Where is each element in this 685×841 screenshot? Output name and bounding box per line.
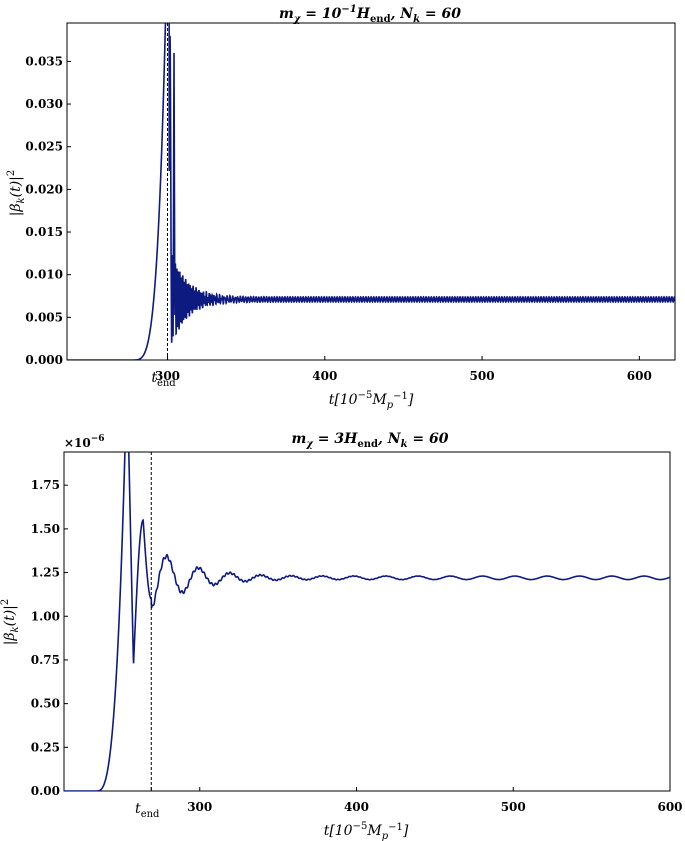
chart-bottom-y-tick-label: 0.75: [31, 653, 60, 667]
chart-top-y-tick-label: 0.035: [25, 54, 63, 68]
chart-bottom-y-axis-label: |βk(t)|2: [0, 599, 21, 646]
chart-top-x-axis-label: t[10−5Mp−1]: [329, 390, 414, 411]
chart-bottom-y-tick-label: 1.50: [31, 522, 60, 536]
chart-bottom-x-tick-label: 500: [501, 800, 526, 814]
chart-bottom-y-tick-label: 1.00: [31, 609, 60, 623]
chart-bottom-y-tick-label: 0.00: [31, 784, 60, 798]
chart-bottom-x-axis-label: t[10−5Mp−1]: [324, 821, 409, 841]
chart-bottom-x-axis: 300 400 500 600 tend: [135, 787, 683, 820]
chart-top-t-end-label: tend: [151, 370, 176, 389]
chart-bottom-y-tick-label: 0.50: [31, 697, 60, 711]
chart-top-y-tick-label: 0.010: [25, 268, 63, 282]
chart-top-x-tick-label: 300: [155, 369, 180, 383]
chart-top-y-tick-label: 0.025: [25, 140, 63, 154]
chart-bottom-x-tick-label: 400: [344, 800, 369, 814]
chart-bottom-plot-frame: [63, 451, 671, 792]
chart-top-x-tick-label: 500: [470, 369, 495, 383]
chart-bottom-y-tick-label: 1.75: [31, 478, 60, 492]
chart-top-y-axis-label: |βk(t)|2: [6, 170, 27, 217]
chart-top-title: mχ = 10−1Hend, Nk = 60: [279, 4, 461, 25]
chart-bottom-x-tick-label: 600: [657, 800, 682, 814]
chart-bottom-y-tick-label: 1.25: [31, 566, 60, 580]
chart-top-y-tick-label: 0.015: [25, 225, 63, 239]
chart-top-y-tick-label: 0.000: [25, 353, 63, 367]
chart-top-plot-frame: [66, 22, 676, 361]
chart-top-series-line: [67, 23, 675, 360]
chart-bottom-series-line: [64, 452, 670, 791]
chart-top-y-tick-label: 0.005: [25, 310, 63, 324]
chart-bottom-y-multiplier: ×10−6: [64, 434, 105, 450]
chart-bottom-x-tick-label: 300: [187, 800, 212, 814]
chart-top-x-axis: 300 400 500 600 tend: [151, 356, 652, 389]
chart-top: mχ = 10−1Hend, Nk = 60 0.0000.0050.0100.…: [6, 4, 676, 411]
chart-bottom-t-end-label: tend: [135, 801, 160, 820]
chart-top-y-axis: 0.000 0.005 0.010 0.015 0.020 0.025 0.030 0.035: [25, 54, 71, 367]
chart-bottom-y-tick-label: 0.25: [31, 740, 60, 754]
chart-top-y-tick-label: 0.030: [25, 97, 63, 111]
chart-top-y-tick-label: 0.020: [25, 182, 63, 196]
chart-bottom: mχ = 3Hend, Nk = 60 ×10−6 0.000.250.500.…: [0, 431, 683, 841]
chart-top-x-tick-label: 400: [312, 369, 337, 383]
chart-bottom-y-axis: 0.00 0.25 0.50 0.75 1.00 1.25 1.50 1.75: [31, 478, 68, 798]
chart-top-x-tick-label: 600: [627, 369, 652, 383]
chart-bottom-title: mχ = 3Hend, Nk = 60: [292, 431, 449, 450]
